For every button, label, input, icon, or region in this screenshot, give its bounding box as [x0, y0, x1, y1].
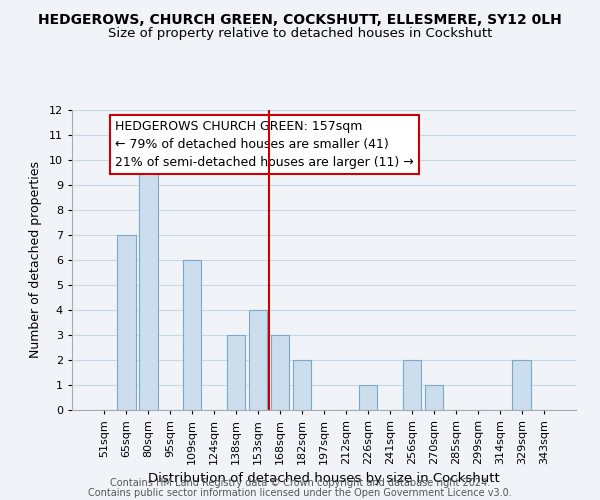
Text: Contains public sector information licensed under the Open Government Licence v3: Contains public sector information licen…	[88, 488, 512, 498]
Bar	[227, 335, 245, 410]
Bar	[359, 385, 377, 410]
Text: HEDGEROWS CHURCH GREEN: 157sqm
← 79% of detached houses are smaller (41)
21% of : HEDGEROWS CHURCH GREEN: 157sqm ← 79% of …	[115, 120, 414, 169]
X-axis label: Distribution of detached houses by size in Cockshutt: Distribution of detached houses by size …	[148, 472, 500, 486]
Text: Contains HM Land Registry data © Crown copyright and database right 2024.: Contains HM Land Registry data © Crown c…	[110, 478, 490, 488]
Bar	[271, 335, 289, 410]
Bar	[183, 260, 202, 410]
Bar	[403, 360, 421, 410]
Text: Size of property relative to detached houses in Cockshutt: Size of property relative to detached ho…	[108, 28, 492, 40]
Bar	[139, 160, 158, 410]
Y-axis label: Number of detached properties: Number of detached properties	[29, 162, 42, 358]
Bar	[512, 360, 531, 410]
Text: HEDGEROWS, CHURCH GREEN, COCKSHUTT, ELLESMERE, SY12 0LH: HEDGEROWS, CHURCH GREEN, COCKSHUTT, ELLE…	[38, 12, 562, 26]
Bar	[117, 235, 136, 410]
Bar	[425, 385, 443, 410]
Bar	[249, 310, 268, 410]
Bar	[293, 360, 311, 410]
